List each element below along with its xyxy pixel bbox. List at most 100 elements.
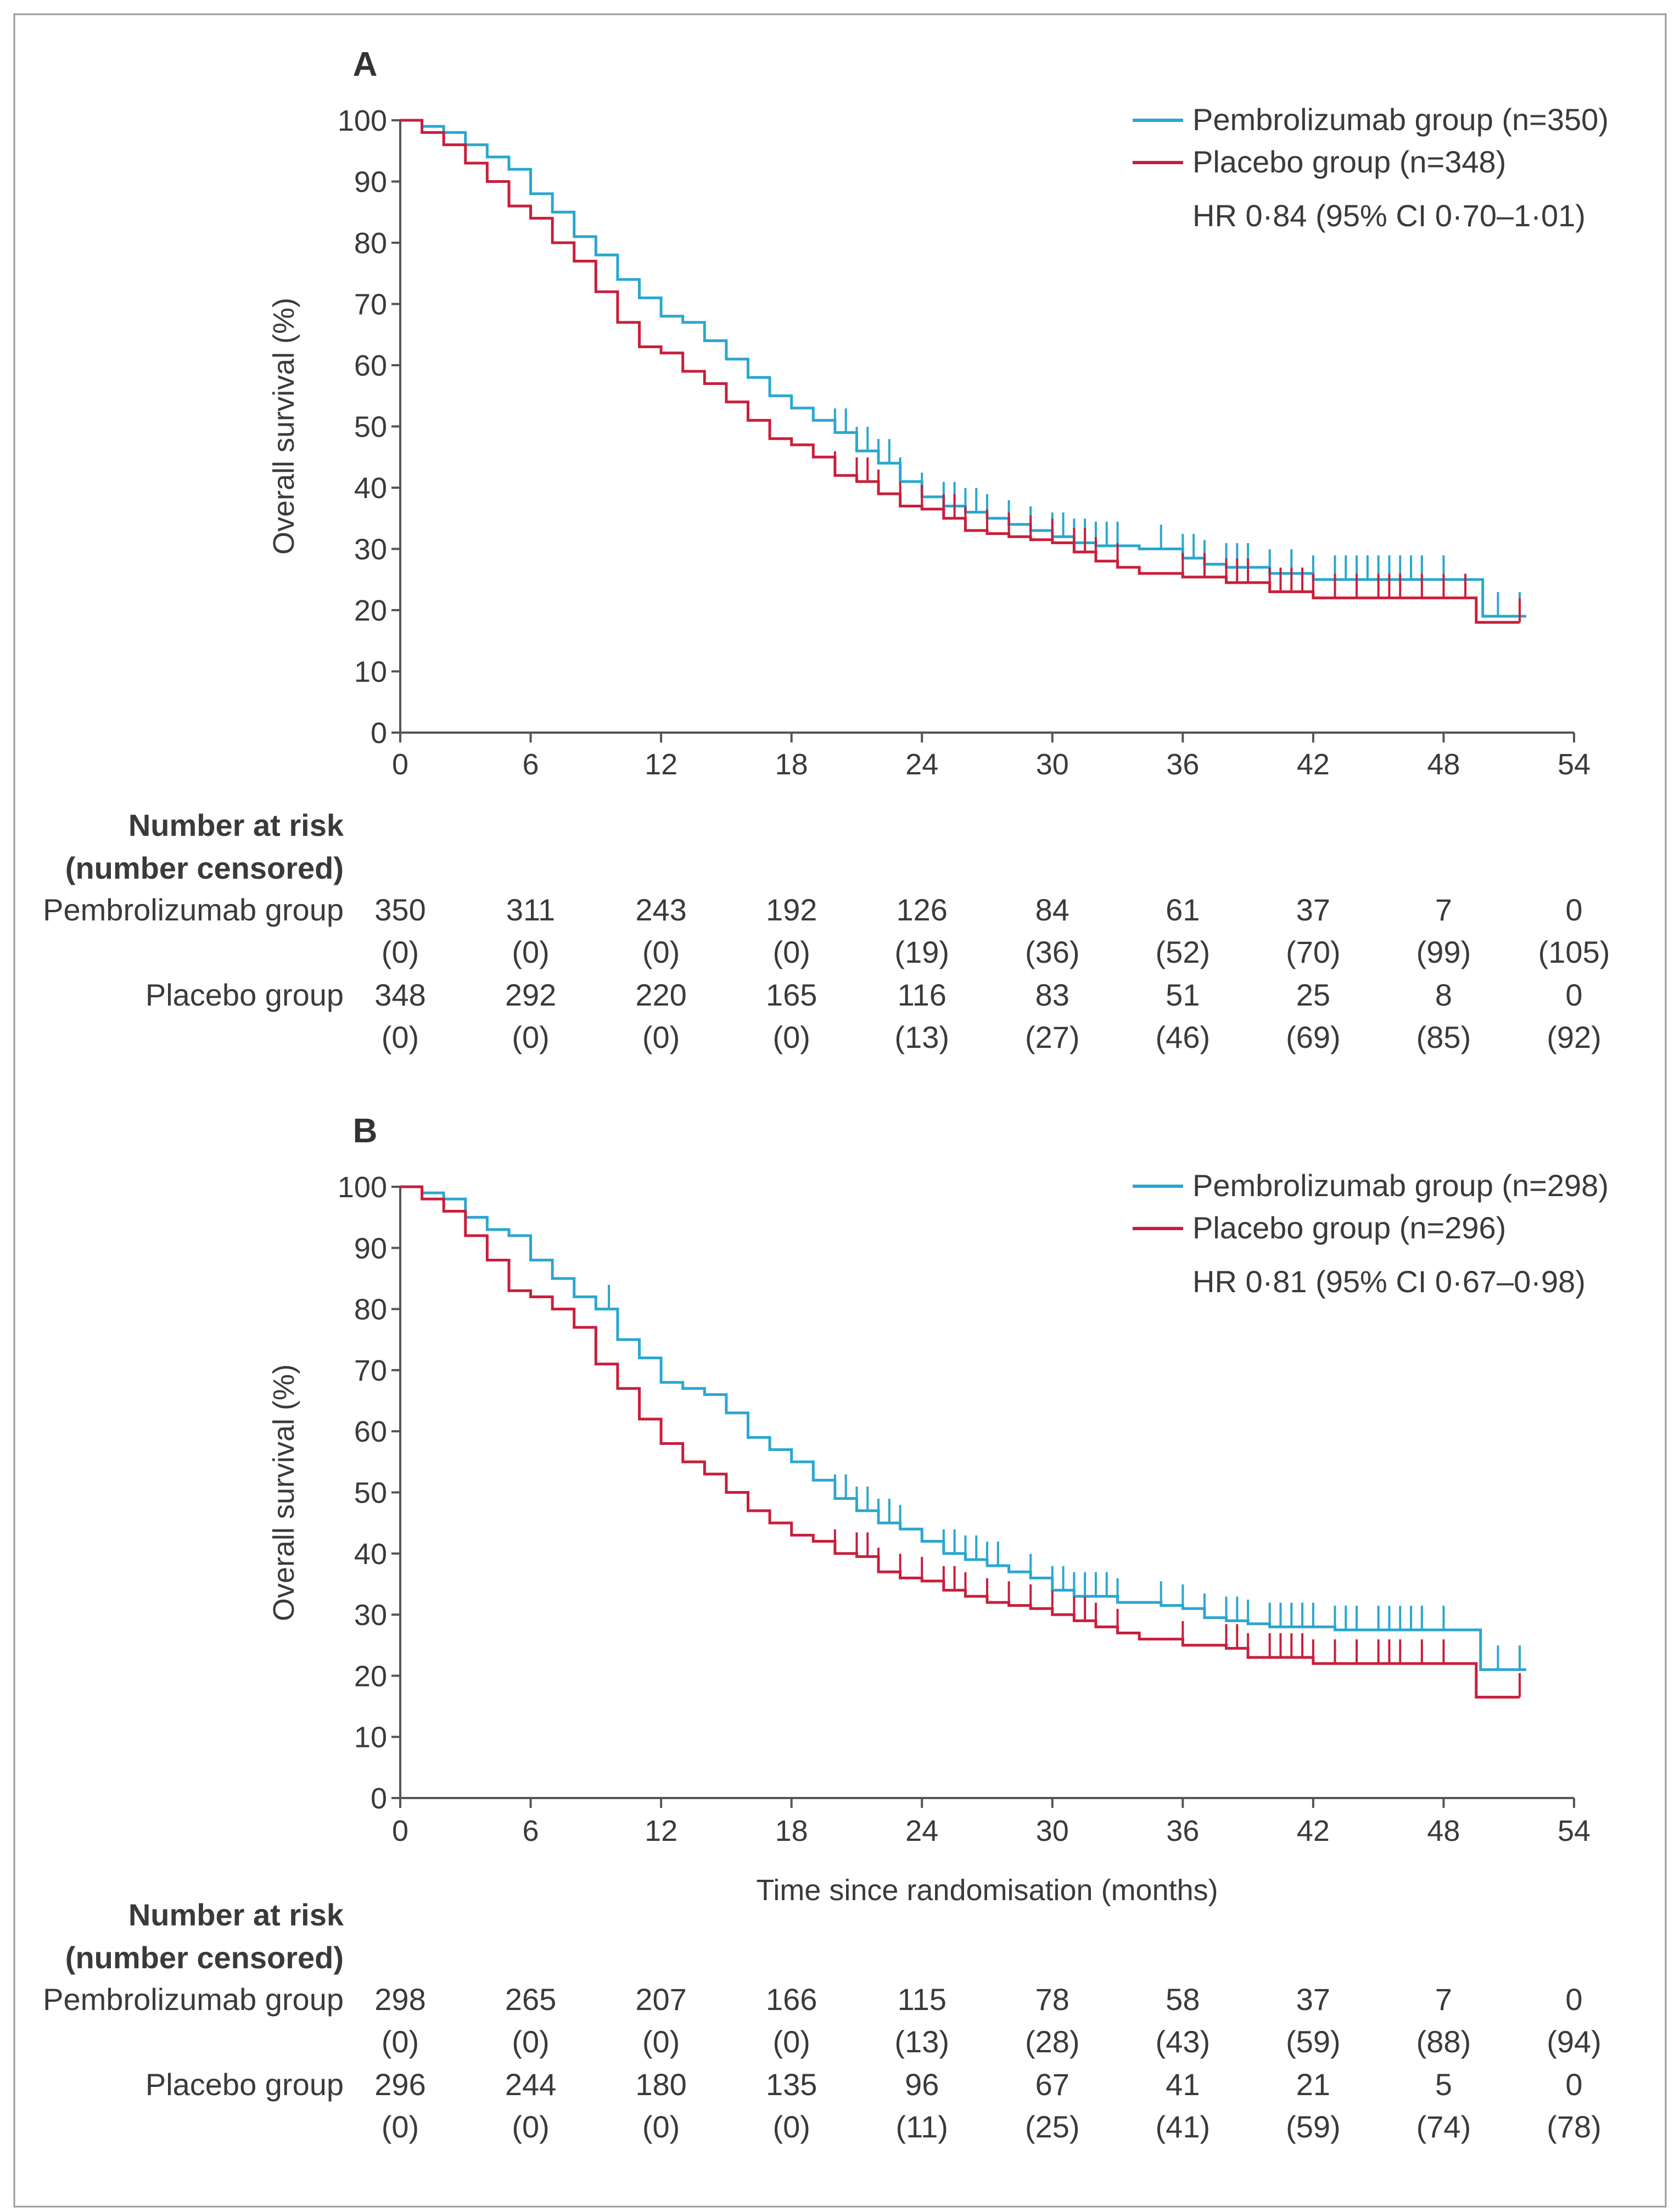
x-tick-label: 24 [905,1814,938,1847]
risk-censored-value: (105) [1538,935,1610,969]
risk-at-risk-value: 135 [766,2067,817,2102]
risk-censored-value: (41) [1156,2109,1211,2144]
risk-censored-value: (88) [1416,2024,1471,2059]
legend-label-pembrolizumab: Pembrolizumab group (n=350) [1192,102,1609,137]
risk-censored-value: (46) [1156,1020,1211,1054]
risk-censored-value: (27) [1025,1020,1080,1054]
risk-censored-value: (0) [382,935,419,969]
placebo-survival-curve [400,1185,1520,1699]
panel-b-risk-heading: Number at risk [128,1897,344,1932]
x-tick-label: 18 [775,748,808,781]
risk-at-risk-value: 292 [505,978,556,1012]
risk-censored-value: (0) [642,935,680,969]
risk-censored-value: (0) [772,1020,810,1054]
risk-censored-value: (0) [382,2109,419,2144]
risk-at-risk-value: 41 [1166,2067,1200,2102]
x-tick-label: 0 [392,748,408,781]
risk-censored-value: (99) [1416,935,1471,969]
panel-b-risk-row-label-placebo: Placebo group [145,2067,344,2102]
risk-at-risk-value: 78 [1035,1982,1069,2017]
panel-a-risk-heading: Number at risk [128,808,344,842]
panel-b-y-axis-title: Overall survival (%) [267,1364,300,1621]
risk-censored-value: (28) [1025,2024,1080,2059]
risk-censored-value: (59) [1286,2109,1341,2144]
risk-at-risk-value: 166 [766,1982,817,2017]
risk-at-risk-value: 126 [897,892,948,927]
risk-censored-value: (43) [1156,2024,1211,2059]
y-tick-label: 60 [354,1415,387,1448]
placebo-survival-curve [400,119,1520,624]
y-tick-label: 50 [354,1477,387,1510]
panel-b-legend: Pembrolizumab group (n=298) Placebo grou… [1133,1168,1609,1299]
x-tick-label: 54 [1558,748,1591,781]
panel-a-risk-row-label-pembrolizumab: Pembrolizumab group [43,892,344,927]
risk-at-risk-value: 116 [898,978,947,1012]
risk-censored-value: (0) [642,1020,680,1054]
y-tick-label: 90 [354,1232,387,1265]
risk-censored-value: (70) [1286,935,1341,969]
risk-at-risk-value: 51 [1166,978,1200,1012]
hazard-ratio-text: HR 0·84 (95% CI 0·70–1·01) [1192,198,1586,233]
x-tick-label: 12 [645,1814,677,1847]
risk-at-risk-value: 296 [374,2067,425,2102]
x-tick-label: 12 [645,748,677,781]
legend-label-placebo: Placebo group (n=348) [1192,144,1506,179]
pembrolizumab-survival-curve [400,1185,1526,1671]
y-tick-label: 100 [338,1171,387,1204]
risk-at-risk-value: 165 [766,978,817,1012]
panel-a-risk-subheading: (number censored) [65,851,344,885]
panel-a-legend: Pembrolizumab group (n=350) Placebo grou… [1133,102,1609,233]
x-tick-label: 36 [1166,748,1199,781]
legend-label-pembrolizumab: Pembrolizumab group (n=298) [1192,1168,1609,1203]
risk-censored-value: (78) [1547,2109,1601,2144]
risk-at-risk-value: 84 [1035,892,1069,927]
risk-censored-value: (0) [382,2024,419,2059]
risk-censored-value: (0) [772,935,810,969]
risk-at-risk-value: 96 [905,2067,939,2102]
pembrolizumab-survival-curve [400,119,1526,618]
y-tick-label: 30 [354,533,387,566]
panel-b-label: B [353,1112,378,1150]
x-tick-label: 42 [1297,1814,1330,1847]
risk-censored-value: (0) [772,2109,810,2144]
panel-a-label: A [353,46,378,83]
panel-b-risk-subheading: (number censored) [65,1940,344,1975]
risk-censored-value: (25) [1025,2109,1080,2144]
risk-censored-value: (0) [512,2109,549,2144]
risk-at-risk-value: 83 [1035,978,1069,1012]
risk-at-risk-value: 0 [1565,978,1582,1012]
risk-censored-value: (94) [1547,2024,1601,2059]
y-tick-label: 20 [354,594,387,627]
x-tick-label: 24 [905,748,938,781]
x-tick-label: 54 [1558,1814,1591,1847]
x-tick-label: 48 [1427,748,1460,781]
x-tick-label: 36 [1166,1814,1199,1847]
legend-label-placebo: Placebo group (n=296) [1192,1210,1506,1245]
y-tick-label: 80 [354,227,387,260]
risk-at-risk-value: 192 [766,892,817,927]
risk-censored-value: (0) [512,935,549,969]
y-tick-label: 0 [371,1782,387,1815]
risk-at-risk-value: 298 [374,1982,425,2017]
panel-a-risk-row-label-placebo: Placebo group [145,978,344,1012]
risk-at-risk-value: 180 [635,2067,686,2102]
y-tick-label: 40 [354,472,387,505]
risk-censored-value: (92) [1547,1020,1601,1054]
panel-b-risk-row-label-pembrolizumab: Pembrolizumab group [43,1982,344,2017]
y-tick-label: 10 [354,656,387,689]
panel-a-y-axis-title: Overall survival (%) [267,298,300,555]
risk-at-risk-value: 61 [1166,892,1200,927]
x-tick-label: 6 [523,1814,539,1847]
risk-at-risk-value: 37 [1296,892,1330,927]
risk-censored-value: (19) [894,935,949,969]
risk-at-risk-value: 7 [1435,1982,1452,2017]
y-tick-label: 70 [354,288,387,321]
y-tick-label: 100 [338,104,387,137]
risk-censored-value: (69) [1286,1020,1341,1054]
x-tick-label: 30 [1036,1814,1069,1847]
risk-censored-value: (11) [896,2109,948,2144]
risk-censored-value: (0) [512,2024,549,2059]
risk-censored-value: (0) [642,2109,680,2144]
y-tick-label: 20 [354,1660,387,1693]
y-tick-label: 10 [354,1721,387,1754]
